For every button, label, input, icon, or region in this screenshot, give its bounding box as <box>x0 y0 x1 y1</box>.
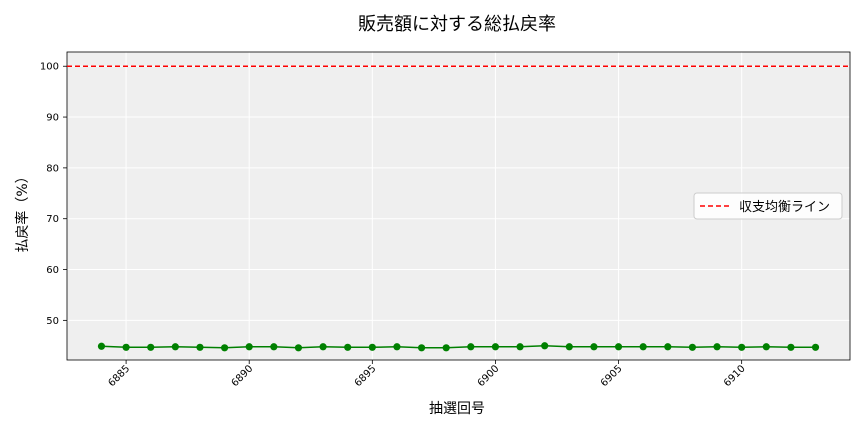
y-axis-label: 払戻率（%） <box>14 169 31 252</box>
data-point <box>122 343 130 351</box>
y-tick-label: 80 <box>46 163 59 174</box>
legend: 収支均衡ライン <box>693 192 843 220</box>
data-point <box>491 343 500 351</box>
plot-frame <box>66 51 851 361</box>
data-point <box>294 344 303 352</box>
data-point <box>762 343 770 351</box>
y-tick-label: 70 <box>46 214 59 225</box>
x-tick-label: 6905 <box>599 363 625 389</box>
data-point <box>344 343 352 351</box>
data-point <box>319 343 327 351</box>
data-point <box>147 343 155 351</box>
data-point <box>639 343 647 351</box>
data-point <box>738 343 746 351</box>
data-point <box>97 342 106 350</box>
data-point <box>516 343 524 351</box>
data-point <box>664 343 672 351</box>
data-point <box>417 344 426 352</box>
x-tick-label: 6900 <box>476 363 502 389</box>
data-point <box>368 343 376 351</box>
data-point <box>245 343 253 351</box>
y-tick-label: 100 <box>40 62 59 73</box>
data-point <box>442 344 450 352</box>
x-axis-label: 抽選回号 <box>429 401 485 417</box>
data-point <box>565 343 573 351</box>
x-tick-label: 6895 <box>353 363 379 389</box>
data-point <box>467 343 475 351</box>
legend-box <box>693 192 843 220</box>
data-point <box>171 343 179 351</box>
x-tick-label: 6890 <box>230 363 256 389</box>
x-tick-label: 6885 <box>106 363 132 389</box>
data-point <box>787 343 795 351</box>
data-point <box>541 342 549 350</box>
y-tick-label: 60 <box>46 265 59 276</box>
legend-label: 収支均衡ライン <box>739 200 830 215</box>
data-point <box>270 343 278 351</box>
y-tick-label: 50 <box>46 316 59 327</box>
data-point <box>614 343 623 351</box>
series-line <box>101 345 816 349</box>
data-point <box>393 343 401 351</box>
x-tick-label: 6910 <box>722 363 748 389</box>
chart-title: 販売額に対する総払戻率 <box>358 14 556 35</box>
data-point <box>196 343 204 351</box>
data-point <box>590 343 598 351</box>
y-tick-label: 90 <box>46 113 59 124</box>
data-point <box>688 343 697 351</box>
data-point <box>220 344 229 352</box>
data-point <box>811 343 820 351</box>
data-point <box>713 343 721 351</box>
